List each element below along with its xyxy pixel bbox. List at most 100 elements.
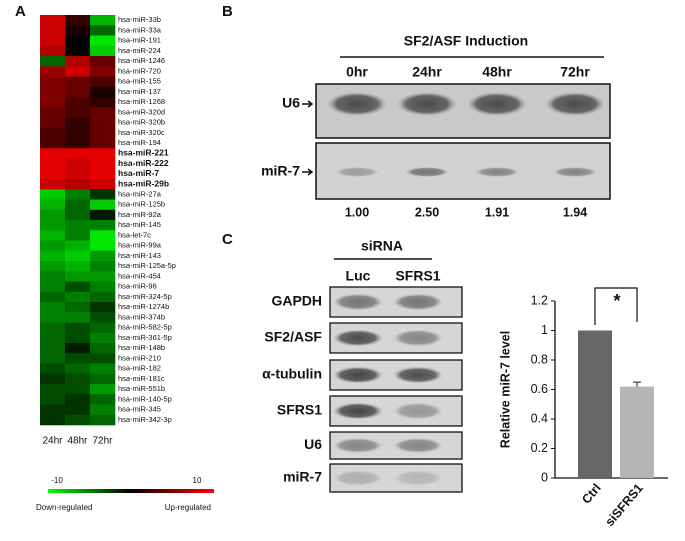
heatmap-cell [40, 302, 66, 313]
heatmap-cell [90, 220, 116, 231]
heatmap-cell [90, 76, 116, 88]
band-label: miR-7 [261, 163, 300, 179]
row-label: hsa-let-7c [118, 230, 151, 239]
row-label: hsa-miR-582-5p [118, 323, 172, 332]
heatmap-cell [90, 45, 116, 57]
band [333, 329, 383, 347]
quantification: 1.00 [345, 205, 369, 219]
time-label: 72hr [560, 64, 590, 80]
heatmap-cell [40, 230, 66, 241]
heatmap-cell [65, 220, 91, 231]
row-label: hsa-miR-454 [118, 271, 161, 280]
heatmap-cell [90, 25, 116, 36]
row-label: hsa-miR-224 [118, 46, 161, 55]
row-label: hsa-miR-27a [118, 189, 162, 198]
band [393, 329, 443, 347]
heatmap-cell [40, 56, 66, 67]
heatmap-cell [65, 209, 91, 221]
row-label: hsa-miR-7 [118, 168, 159, 178]
heatmap-cell [90, 158, 116, 170]
x-tick-label: siSFRS1 [602, 481, 645, 529]
row-label: hsa-miR-92a [118, 210, 162, 219]
heatmap-cell [90, 66, 116, 77]
colorbar [48, 489, 214, 493]
lane-label: SFRS1 [395, 268, 440, 284]
heatmap-cell [65, 281, 91, 293]
heatmap-cell [40, 199, 66, 211]
heatmap-cell [65, 332, 91, 344]
colorbar-low: Down-regulated [36, 503, 92, 512]
arrow [302, 100, 314, 108]
y-tick-label: 0 [541, 470, 548, 484]
colorbar-high: Up-regulated [165, 503, 211, 512]
row-label: hsa-miR-191 [118, 36, 161, 45]
row-label: hsa-miR-361-5p [118, 333, 172, 342]
row-label: hsa-miR-143 [118, 251, 161, 260]
heatmap-cell [65, 97, 91, 108]
row-label: SF2/ASF [264, 329, 322, 345]
heatmap-cell [65, 45, 91, 57]
heatmap-cell [40, 117, 66, 129]
heatmap-cell [90, 281, 116, 293]
heatmap-cell [65, 179, 91, 190]
heatmap-cell [90, 189, 116, 200]
heatmap-cell [90, 343, 116, 354]
heatmap-cell [40, 189, 66, 200]
heatmap-cell [65, 271, 91, 282]
heatmap-cell [65, 66, 91, 77]
heatmap-cell [40, 271, 66, 282]
y-tick-label: 0.2 [531, 441, 548, 455]
row-label: α-tubulin [262, 366, 322, 382]
row-label: miR-7 [283, 469, 322, 485]
heatmap-cell [40, 25, 66, 36]
heatmap-cell [65, 117, 91, 129]
heatmap-cell [90, 107, 116, 118]
row-label: hsa-miR-342-3p [118, 415, 172, 424]
heatmap-cell [40, 373, 66, 385]
band [333, 437, 383, 454]
error-bar [633, 381, 641, 387]
heatmap-cell [90, 363, 116, 375]
heatmap-cell [65, 35, 91, 47]
row-label: hsa-miR-33b [118, 15, 161, 24]
heatmap-cell [40, 220, 66, 231]
row-label: hsa-miR-320c [118, 128, 165, 137]
heatmap-cell [65, 250, 91, 262]
heatmap-cell [90, 97, 116, 108]
heatmap-cell [65, 168, 91, 180]
heatmap-cell [65, 291, 91, 303]
heatmap-cell [90, 353, 116, 364]
band [553, 167, 597, 177]
heatmap-cell [40, 35, 66, 47]
heatmap-cell [90, 117, 116, 129]
heatmap-cell [65, 76, 91, 88]
band [393, 366, 443, 384]
row-label: hsa-miR-148b [118, 343, 165, 352]
heatmap-cell [90, 332, 116, 344]
heatmap-cell [40, 394, 66, 405]
heatmap-cell [90, 35, 116, 47]
heatmap-cell [40, 281, 66, 293]
heatmap-cell [40, 168, 66, 180]
row-label: hsa-miR-374b [118, 312, 165, 321]
heatmap-cell [40, 179, 66, 190]
row-label: hsa-miR-1246 [118, 56, 165, 65]
heatmap-cell [90, 209, 116, 221]
y-tick-label: 1 [541, 323, 548, 337]
colorbar-max: 10 [193, 476, 202, 485]
row-label: hsa-miR-125a-5p [118, 261, 176, 270]
heatmap-cell [90, 404, 116, 416]
heatmap-cell [40, 148, 66, 159]
heatmap-cell [90, 240, 116, 252]
heatmap-cell [65, 312, 91, 323]
column-label: 48hr [67, 436, 88, 447]
heatmap-cell [40, 343, 66, 354]
band [405, 167, 449, 177]
heatmap-cell [90, 56, 116, 67]
blot-header: siRNA [361, 238, 403, 254]
heatmap-cell [65, 25, 91, 36]
heatmap-cell [90, 394, 116, 405]
heatmap-cell [40, 250, 66, 262]
heatmap-cell [65, 158, 91, 170]
